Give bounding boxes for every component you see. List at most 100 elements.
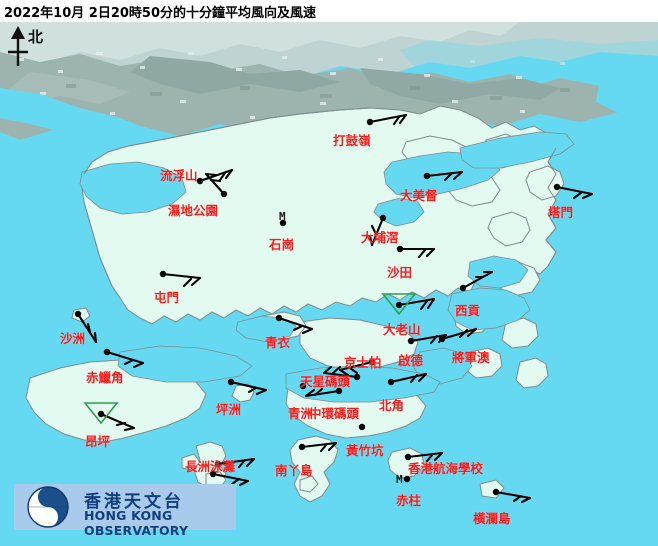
station-label-peng-chau: 坪洲 (216, 402, 242, 417)
station-label-tai-po-kau: 大埔滘 (361, 230, 399, 245)
station-label-tuen-mun: 屯門 (154, 290, 180, 305)
station-label-sha-tin: 沙田 (387, 265, 413, 280)
barb-north-point (389, 372, 428, 384)
title-bar: 2022年10月 2日20時50分的十分鐘平均風向及風速 (0, 0, 658, 22)
dot-waglan-island (492, 488, 500, 496)
logo-name-cn: 香港天文台 (84, 492, 184, 512)
barb-tuen-mun (161, 272, 202, 288)
barb-tai-po-kau (368, 216, 385, 247)
station-label-stanley: 赤柱 (396, 493, 422, 508)
station-label-tsing-yi: 青衣 (265, 335, 291, 350)
dot-shek-kong (279, 219, 287, 227)
barb-ta-kwu-ling (368, 113, 408, 126)
coastline (83, 107, 557, 299)
dot-sha-tin (396, 245, 404, 253)
station-label-shek-kong: 石崗 (269, 237, 295, 252)
barb-tates-cairn (397, 297, 436, 311)
station-label-ta-kwu-ling: 打鼓嶺 (333, 133, 371, 148)
dot-tsing-yi (275, 314, 283, 322)
station-dots-layer (74, 118, 561, 496)
dot-cheung-chau-beach (214, 460, 222, 468)
dot-star-ferry (353, 373, 361, 381)
barb-tsing-yi (277, 316, 314, 335)
station-label-kai-tak: 啟德 (398, 353, 424, 368)
logo-name-en: HONG KONG OBSERVATORY (84, 508, 189, 538)
dot-cheung-chau (209, 470, 217, 478)
barb-kings-park (338, 360, 374, 377)
dot-central-pier (335, 387, 343, 395)
dot-ta-kwu-ling (366, 118, 374, 126)
barb-star-ferry (322, 365, 359, 379)
triangle-tates-cairn (381, 293, 417, 316)
map-canvas (0, 22, 658, 546)
dot-wong-chuk-hang (358, 423, 366, 431)
station-label-lamma-island: 南丫島 (275, 463, 313, 478)
station-label-kings-park: 京士柏 (344, 355, 382, 370)
dot-ngong-ping (97, 410, 105, 418)
dot-stanley (403, 475, 411, 483)
station-label-green-island: 青洲 (288, 406, 314, 421)
barb-peng-chau (229, 380, 268, 396)
barb-tai-mei-tuk (425, 170, 464, 182)
mainland-terrain (0, 22, 658, 140)
station-label-tseung-kwan-o: 將軍澳 (452, 350, 490, 365)
dot-north-point (387, 378, 395, 386)
hko-logo-icon (27, 486, 69, 528)
dot-sai-kung (459, 284, 467, 292)
barb-hk-sea-school (406, 451, 444, 463)
dot-wetland-park (196, 177, 204, 185)
barb-sai-kung (461, 270, 494, 290)
barb-waglan-island (494, 490, 532, 504)
station-label-lau-fau-shan: 流浮山 (160, 168, 198, 183)
barb-tseung-kwan-o (440, 327, 478, 341)
high-station-triangles (83, 293, 417, 425)
barb-central-pier (304, 387, 341, 398)
m-marker-stanley: M (396, 473, 403, 486)
dot-tates-cairn (395, 301, 403, 309)
dot-tseung-kwan-o (438, 335, 446, 343)
map-svg (0, 22, 658, 546)
barb-cheung-chau (211, 472, 250, 487)
dot-hk-sea-school (404, 453, 412, 461)
dot-peng-chau (227, 378, 235, 386)
barb-chek-lap-kok (105, 350, 145, 369)
dot-kings-park (368, 358, 376, 366)
dot-tuen-mun (159, 270, 167, 278)
dot-tai-po-kau (379, 214, 387, 222)
barb-wetland-park (198, 168, 234, 183)
station-label-star-ferry: 天星碼頭 (300, 374, 351, 389)
station-label-wong-chuk-hang: 黃竹坑 (346, 443, 384, 458)
page-title: 2022年10月 2日20時50分的十分鐘平均風向及風速 (4, 6, 317, 21)
triangle-ngong-ping (83, 402, 119, 425)
station-label-sha-chau: 沙洲 (60, 331, 86, 346)
dot-green-island (299, 382, 307, 390)
dot-chek-lap-kok (103, 348, 111, 356)
barb-sha-tin (398, 247, 436, 259)
station-label-wetland-park: 濕地公園 (168, 203, 219, 218)
dot-tap-mun (553, 183, 561, 191)
station-label-ngong-ping: 昂坪 (85, 434, 111, 449)
station-label-chek-lap-kok: 赤鱲角 (86, 370, 124, 385)
station-label-waglan-island: 橫瀾島 (473, 511, 511, 526)
north-arrow-icon (8, 26, 28, 66)
station-label-sai-kung: 西貢 (455, 303, 481, 318)
dot-kai-tak (407, 337, 415, 345)
m-marker-shek-kong: M (279, 210, 286, 223)
barb-lamma-island (300, 441, 338, 453)
north-label: 北 (28, 28, 44, 46)
station-label-tap-mun: 塔門 (548, 205, 574, 220)
hko-logo: 香港天文台 HONG KONG OBSERVATORY (14, 484, 236, 538)
station-label-north-point: 北角 (379, 398, 405, 413)
dot-lamma-island (298, 443, 306, 451)
dot-lau-fau-shan (220, 190, 228, 198)
station-label-tai-mei-tuk: 大美督 (400, 188, 438, 203)
station-label-hk-sea-school: 香港航海學校 (408, 461, 484, 476)
barb-cheung-chau-beach (216, 457, 256, 469)
dot-sha-chau (74, 310, 82, 318)
barb-sha-chau (76, 312, 98, 344)
dot-tai-mei-tuk (423, 172, 431, 180)
station-label-cheung-chau-beach: 長洲泳灘 (185, 459, 236, 474)
barb-tap-mun (555, 185, 594, 200)
station-label-central-pier: 中環碼頭 (309, 406, 360, 421)
